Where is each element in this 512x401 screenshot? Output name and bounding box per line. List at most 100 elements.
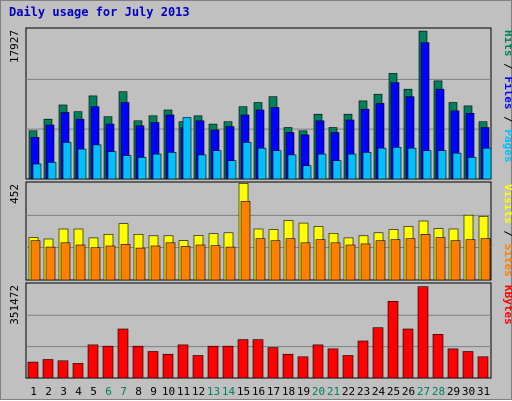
bar-sites-day-21 xyxy=(330,242,341,281)
bar-sites-day-15 xyxy=(240,201,251,281)
panel-2-ymax-label: 452 xyxy=(8,184,21,204)
bar-kbytes-day-24 xyxy=(372,327,384,379)
bar-sites-day-13 xyxy=(210,245,221,281)
bar-sites-day-11 xyxy=(180,246,191,281)
bar-sites-day-6 xyxy=(105,245,116,281)
bar-pages-day-13 xyxy=(212,150,222,180)
bar-pages-day-27 xyxy=(422,150,432,180)
bar-kbytes-day-1 xyxy=(27,361,39,379)
legend-item-hits: Hits xyxy=(502,30,512,57)
bar-kbytes-day-6 xyxy=(102,345,114,379)
bar-sites-day-14 xyxy=(225,246,236,281)
bar-kbytes-day-3 xyxy=(57,360,69,379)
bar-sites-day-20 xyxy=(315,239,326,281)
x-tick-label: 8 xyxy=(135,385,142,398)
bar-sites-day-23 xyxy=(360,243,371,281)
bar-pages-day-26 xyxy=(407,147,417,180)
x-tick-label: 1 xyxy=(30,385,37,398)
bar-kbytes-day-31 xyxy=(477,356,489,379)
legend-item-files: Files xyxy=(502,70,512,110)
bar-kbytes-day-20 xyxy=(312,344,324,379)
bar-kbytes-day-10 xyxy=(162,353,174,379)
x-tick-label: 18 xyxy=(282,385,295,398)
bar-kbytes-day-8 xyxy=(132,345,144,379)
x-tick-label: 12 xyxy=(192,385,205,398)
bar-kbytes-day-2 xyxy=(42,359,54,379)
x-tick-label: 16 xyxy=(252,385,265,398)
bar-kbytes-day-9 xyxy=(147,351,159,379)
x-tick-label: 23 xyxy=(357,385,370,398)
bar-kbytes-day-13 xyxy=(207,345,219,379)
bar-pages-day-20 xyxy=(317,153,327,180)
bar-kbytes-day-23 xyxy=(357,340,369,379)
bar-pages-day-8 xyxy=(137,157,147,180)
bar-pages-day-28 xyxy=(437,150,447,180)
bar-pages-day-25 xyxy=(392,147,402,180)
bar-sites-day-29 xyxy=(450,240,461,281)
bar-sites-day-16 xyxy=(255,238,266,281)
x-tick-label: 27 xyxy=(417,385,430,398)
bar-pages-day-17 xyxy=(272,150,282,180)
legend-item-slash: / xyxy=(502,224,512,238)
bar-sites-day-5 xyxy=(90,247,101,281)
bar-sites-day-10 xyxy=(165,242,176,281)
x-tick-label: 11 xyxy=(177,385,190,398)
bar-kbytes-day-26 xyxy=(402,328,414,379)
bar-sites-day-31 xyxy=(480,238,491,281)
bar-pages-day-18 xyxy=(287,154,297,180)
x-tick-label: 13 xyxy=(207,385,220,398)
legend-item-pages: Pages xyxy=(502,123,512,163)
legend-panel1: Hits / Files / Pages xyxy=(502,30,512,163)
bar-kbytes-day-22 xyxy=(342,355,354,379)
x-tick-label: 20 xyxy=(312,385,325,398)
bar-sites-day-2 xyxy=(45,246,56,281)
bar-sites-day-9 xyxy=(150,245,161,281)
legend-panel3: KBytes xyxy=(502,285,512,325)
bar-pages-day-12 xyxy=(197,154,207,180)
legend-item-slash: / xyxy=(502,110,512,124)
x-tick-label: 24 xyxy=(372,385,386,398)
legend-item-slash: / xyxy=(502,57,512,71)
bar-pages-day-15 xyxy=(242,142,252,180)
bar-sites-day-26 xyxy=(405,238,416,281)
x-tick-label: 19 xyxy=(297,385,310,398)
x-tick-label: 21 xyxy=(327,385,340,398)
x-tick-label: 17 xyxy=(267,385,280,398)
bar-sites-day-8 xyxy=(135,247,146,281)
bar-sites-day-18 xyxy=(285,238,296,281)
bar-pages-day-19 xyxy=(302,165,312,180)
legend-item-kbytes: KBytes xyxy=(502,285,512,325)
panel-3-ymax-label: 351472 xyxy=(8,285,21,325)
bar-kbytes-day-17 xyxy=(267,347,279,379)
bar-sites-day-19 xyxy=(300,242,311,281)
bar-kbytes-day-14 xyxy=(222,345,234,379)
bar-sites-day-28 xyxy=(435,237,446,281)
bar-sites-day-3 xyxy=(60,242,71,281)
bar-pages-day-29 xyxy=(452,152,462,180)
bar-kbytes-day-4 xyxy=(72,363,84,379)
bar-kbytes-day-18 xyxy=(282,353,294,379)
bar-pages-day-5 xyxy=(92,144,102,180)
bar-pages-day-11 xyxy=(182,117,192,180)
bar-kbytes-day-5 xyxy=(87,344,99,379)
x-tick-label: 14 xyxy=(222,385,236,398)
bar-pages-day-31 xyxy=(482,147,492,180)
bar-sites-day-4 xyxy=(75,244,86,281)
legend-item-sites: Sites xyxy=(502,237,512,277)
x-tick-label: 15 xyxy=(237,385,250,398)
bar-pages-day-1 xyxy=(32,163,42,180)
x-tick-label: 29 xyxy=(447,385,460,398)
x-tick-label: 31 xyxy=(477,385,490,398)
x-tick-label: 28 xyxy=(432,385,445,398)
x-tick-label: 2 xyxy=(45,385,52,398)
bar-pages-day-22 xyxy=(347,153,357,180)
bar-kbytes-day-11 xyxy=(177,344,189,379)
x-tick-label: 3 xyxy=(60,385,67,398)
bar-kbytes-day-21 xyxy=(327,348,339,379)
bar-sites-day-25 xyxy=(390,239,401,281)
bar-sites-day-12 xyxy=(195,244,206,281)
bar-pages-day-7 xyxy=(122,155,132,180)
x-tick-label: 6 xyxy=(105,385,112,398)
legend-item-visits: Visits xyxy=(502,184,512,224)
